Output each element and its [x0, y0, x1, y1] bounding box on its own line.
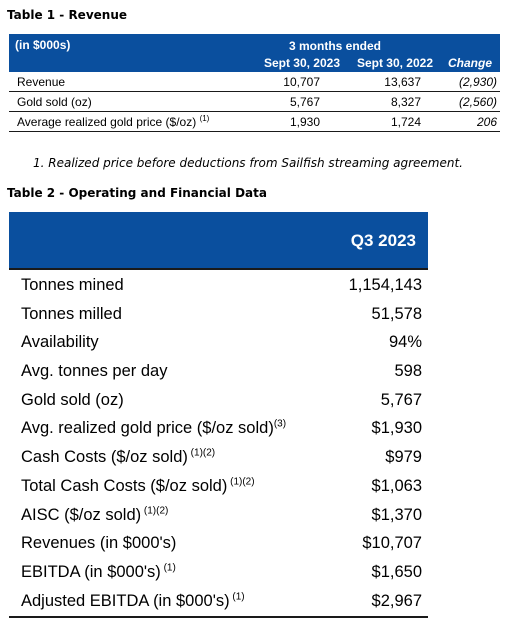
table1-footnote: 1. Realized price before deductions from… [33, 156, 463, 170]
value-change: (2,560) [458, 95, 497, 109]
footnote-ref: (1)(2) [227, 476, 255, 488]
table-row: Adjusted EBITDA (in $000's) (1) $2,967 [9, 588, 428, 617]
revenue-table-header: (in $000s) 3 months ended Sept 30, 2023 … [9, 34, 500, 72]
row-label: Gold sold (oz) [17, 95, 92, 109]
col-header-2023: Sept 30, 2023 [263, 56, 340, 70]
value-change: 206 [476, 115, 497, 129]
operating-table-body: Tonnes mined 1,154,143 Tonnes milled 51,578… [9, 268, 428, 619]
row-value: $1,370 [371, 505, 422, 524]
value-change: (2,930) [458, 75, 497, 89]
table-row: Availability 94% [9, 329, 428, 358]
unit-label: (in $000s) [15, 38, 71, 52]
table-row: Average realized gold price ($/oz) (1) 1… [9, 112, 500, 132]
row-label: Gold sold (oz) [21, 390, 124, 409]
row-value: $1,063 [371, 476, 422, 495]
col-header-change: Change [447, 56, 492, 70]
table-row: AISC ($/oz sold) (1)(2) $1,370 [9, 502, 428, 531]
table-row: EBITDA (in $000's) (1) $1,650 [9, 559, 428, 588]
footnote-ref: (1) [229, 591, 245, 603]
footnote-ref: (3) [273, 418, 287, 430]
operating-table-header: Q3 2023 [9, 212, 428, 268]
table-row: Total Cash Costs ($/oz sold) (1)(2) $1,06… [9, 473, 428, 502]
row-value: $979 [385, 448, 422, 467]
row-value: $10,707 [362, 534, 422, 553]
value-2022: 1,724 [390, 115, 421, 129]
row-label: Adjusted EBITDA (in $000's) (1) [21, 591, 245, 610]
row-value: 5,767 [380, 390, 422, 409]
row-value: $1,930 [371, 419, 422, 438]
row-label: EBITDA (in $000's) (1) [21, 562, 176, 581]
row-label: AISC ($/oz sold) (1)(2) [21, 505, 169, 524]
table-row: Gold sold (oz) 5,767 8,327 (2,560) [9, 92, 500, 112]
row-value: 598 [394, 362, 422, 381]
table-row: Tonnes mined 1,154,143 [9, 272, 428, 301]
table-row: Avg. realized gold price ($/oz sold)(3) $… [9, 415, 428, 444]
row-label: Availability [21, 333, 99, 352]
row-value: 51,578 [371, 304, 422, 323]
operating-table: Q3 2023 Tonnes mined 1,154,143 Tonnes mill… [9, 212, 428, 619]
footnote-ref: (1) [160, 562, 176, 574]
col-header-q3-2023: Q3 2023 [350, 231, 416, 250]
row-label: Total Cash Costs ($/oz sold) (1)(2) [21, 476, 255, 495]
period-span-label: 3 months ended [288, 39, 381, 53]
row-label: Avg. tonnes per day [21, 362, 168, 381]
row-label: Cash Costs ($/oz sold) (1)(2) [21, 447, 216, 467]
row-label: Tonnes milled [21, 304, 122, 323]
row-value: $2,967 [371, 591, 422, 610]
value-2022: 8,327 [390, 95, 421, 109]
value-2022: 13,637 [384, 75, 421, 89]
row-value: 94% [388, 333, 422, 352]
footnote-ref: (1) [199, 114, 210, 123]
row-label: Avg. realized gold price ($/oz sold)(3) [21, 418, 287, 438]
table-row: Revenue 10,707 13,637 (2,930) [9, 72, 500, 92]
table-row: Avg. tonnes per day 598 [9, 358, 428, 387]
table-row: Gold sold (oz) 5,767 [9, 387, 428, 416]
value-2023: 10,707 [283, 75, 320, 89]
row-value: 1,154,143 [348, 276, 422, 294]
footnote-ref: (1)(2) [141, 505, 169, 516]
table2-title: Table 2 - Operating and Financial Data [7, 186, 267, 200]
row-label: Average realized gold price ($/oz) (1) [17, 114, 210, 130]
revenue-table: (in $000s) 3 months ended Sept 30, 2023 … [9, 34, 500, 132]
table-row: Revenues (in $000's) $10,707 [9, 530, 428, 559]
row-value: $1,650 [371, 562, 422, 581]
table1-title: Table 1 - Revenue [7, 8, 128, 22]
table-row: Cash Costs ($/oz sold) (1)(2) $979 [9, 444, 428, 473]
row-label: Tonnes mined [21, 276, 124, 294]
col-header-2022: Sept 30, 2022 [356, 56, 433, 70]
value-2023: 5,767 [289, 95, 320, 109]
row-label: Revenues (in $000's) [21, 534, 177, 553]
row-label: Revenue [17, 75, 66, 89]
value-2023: 1,930 [289, 115, 320, 129]
footnote-ref: (1)(2) [187, 447, 216, 459]
table-row: Tonnes milled 51,578 [9, 301, 428, 330]
